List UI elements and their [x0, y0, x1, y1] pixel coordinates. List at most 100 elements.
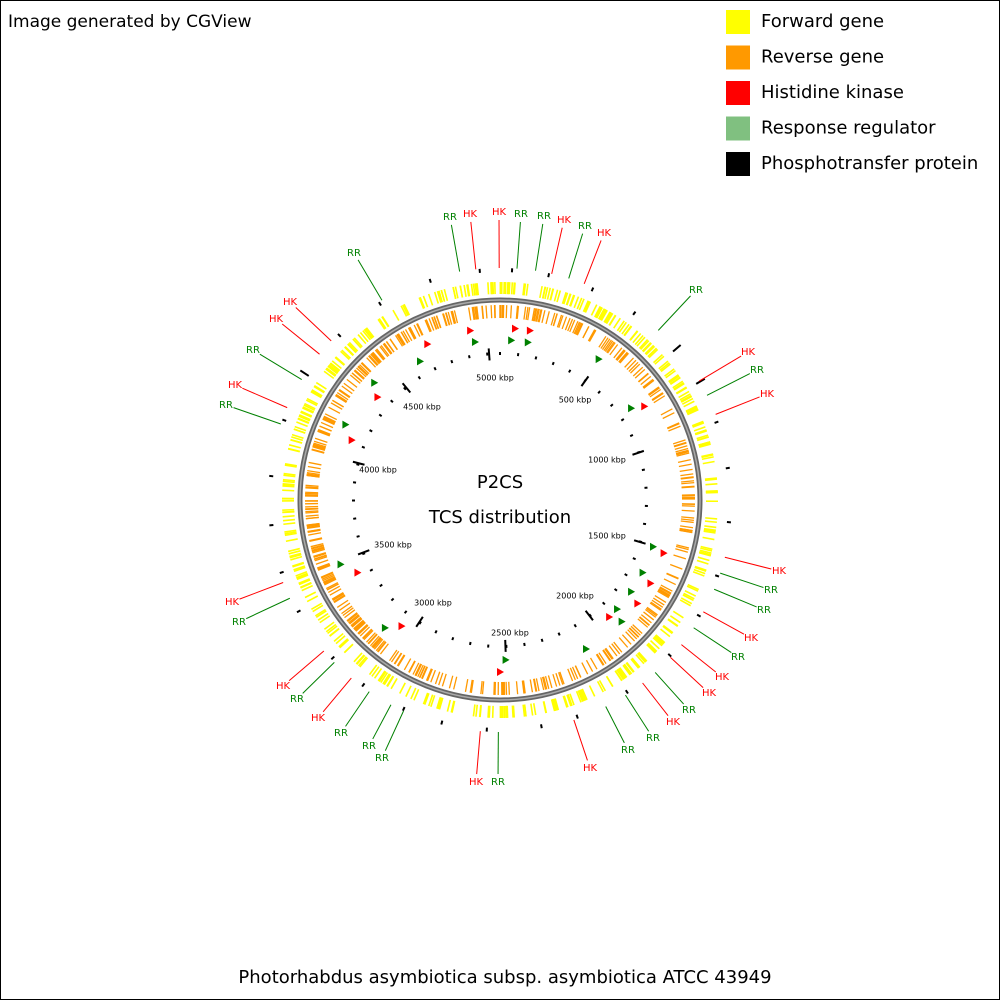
feature-leader: [642, 682, 669, 716]
legend: Forward gene Reverse gene Histidine kinase…: [726, 10, 978, 176]
reverse-gene: [344, 609, 356, 619]
ruler-dot: [613, 588, 618, 592]
feature-leader: [450, 224, 461, 272]
forward-gene: [355, 654, 365, 665]
forward-gene: [282, 518, 296, 522]
forward-gene: [284, 464, 297, 468]
forward-gene: [684, 590, 697, 597]
tcs-marker: [424, 340, 432, 349]
reverse-gene: [442, 313, 448, 327]
reverse-gene: [425, 668, 432, 681]
forward-gene: [599, 309, 607, 321]
ruler-dot: [467, 355, 471, 359]
reverse-gene: [613, 347, 623, 359]
forward-gene: [304, 591, 317, 599]
reverse-gene: [650, 601, 662, 610]
forward-gene: [580, 689, 587, 701]
feature-leader: [657, 295, 691, 331]
feature-leader: [288, 650, 325, 682]
ruler-dot: [379, 583, 383, 588]
forward-gene: [667, 618, 679, 628]
reverse-gene: [317, 563, 331, 570]
reverse-gene: [338, 388, 351, 398]
reverse-gene: [348, 614, 360, 624]
forward-gene: [662, 624, 674, 634]
forward-gene: [443, 289, 449, 302]
forward-gene: [302, 406, 315, 413]
reverse-gene: [564, 317, 571, 331]
reverse-gene: [667, 423, 680, 430]
feature-leader: [302, 662, 335, 694]
reverse-gene: [538, 309, 543, 323]
forward-gene: [626, 661, 635, 673]
reverse-gene: [349, 374, 361, 384]
forward-gene: [523, 283, 527, 296]
forward-gene: [317, 612, 329, 621]
reverse-gene: [540, 677, 545, 691]
tcs-marker: [337, 560, 345, 569]
forward-gene: [699, 549, 712, 554]
reverse-gene: [598, 335, 607, 348]
forward-gene: [566, 694, 572, 707]
tcs-marker: [371, 378, 379, 387]
feature-label: RR: [219, 400, 233, 411]
reverse-gene: [679, 468, 693, 473]
reverse-gene: [558, 315, 564, 328]
forward-gene: [696, 434, 709, 440]
reverse-gene: [642, 378, 654, 388]
reverse-gene: [531, 307, 536, 321]
forward-gene: [352, 338, 362, 349]
reverse-gene: [317, 564, 331, 571]
forward-gene: [668, 375, 680, 384]
tcs-marker: [354, 568, 362, 577]
feature-label: RR: [646, 733, 660, 744]
forward-gene: [400, 305, 408, 317]
forward-gene: [380, 672, 389, 683]
forward-gene: [662, 625, 673, 635]
forward-gene: [390, 678, 398, 690]
forward-gene: [680, 394, 692, 403]
forward-gene: [343, 643, 354, 654]
reverse-gene: [307, 528, 321, 533]
reverse-gene: [320, 571, 334, 578]
ruler-label: 1000 kbp: [588, 456, 626, 465]
forward-gene: [365, 327, 375, 338]
forward-gene: [704, 520, 717, 524]
forward-gene: [300, 411, 312, 418]
reverse-gene: [601, 338, 611, 350]
reverse-gene: [637, 372, 649, 383]
ruler-dot: [369, 429, 373, 433]
reverse-gene: [675, 545, 689, 551]
reverse-gene: [357, 366, 368, 376]
forward-gene: [705, 489, 718, 493]
reverse-gene: [567, 668, 574, 682]
feature-label: HK: [283, 297, 298, 308]
reverse-gene: [615, 349, 625, 361]
forward-gene: [298, 579, 311, 586]
forward-gene: [446, 699, 452, 712]
reverse-gene: [355, 622, 366, 632]
forward-gene: [315, 610, 327, 618]
reverse-gene: [369, 635, 380, 647]
forward-gene: [702, 536, 715, 541]
reverse-gene: [305, 514, 319, 517]
reverse-gene: [336, 599, 349, 608]
forward-gene: [594, 306, 602, 318]
reverse-gene: [312, 446, 326, 451]
feature-leader: [372, 704, 392, 740]
forward-gene: [327, 625, 338, 635]
forward-gene: [653, 636, 664, 646]
forward-gene: [313, 385, 325, 394]
legend-swatch: [726, 45, 750, 70]
tcs-marker: [614, 605, 622, 614]
reverse-gene: [308, 461, 322, 466]
ruler-dot: [573, 623, 577, 628]
reverse-gene: [681, 485, 695, 488]
forward-gene: [638, 651, 648, 662]
reverse-gene: [527, 307, 531, 321]
tcs-marker: [342, 420, 350, 429]
feature-leader: [357, 259, 383, 301]
reverse-gene: [555, 672, 561, 686]
forward-gene: [565, 293, 572, 306]
reverse-gene: [474, 306, 478, 320]
